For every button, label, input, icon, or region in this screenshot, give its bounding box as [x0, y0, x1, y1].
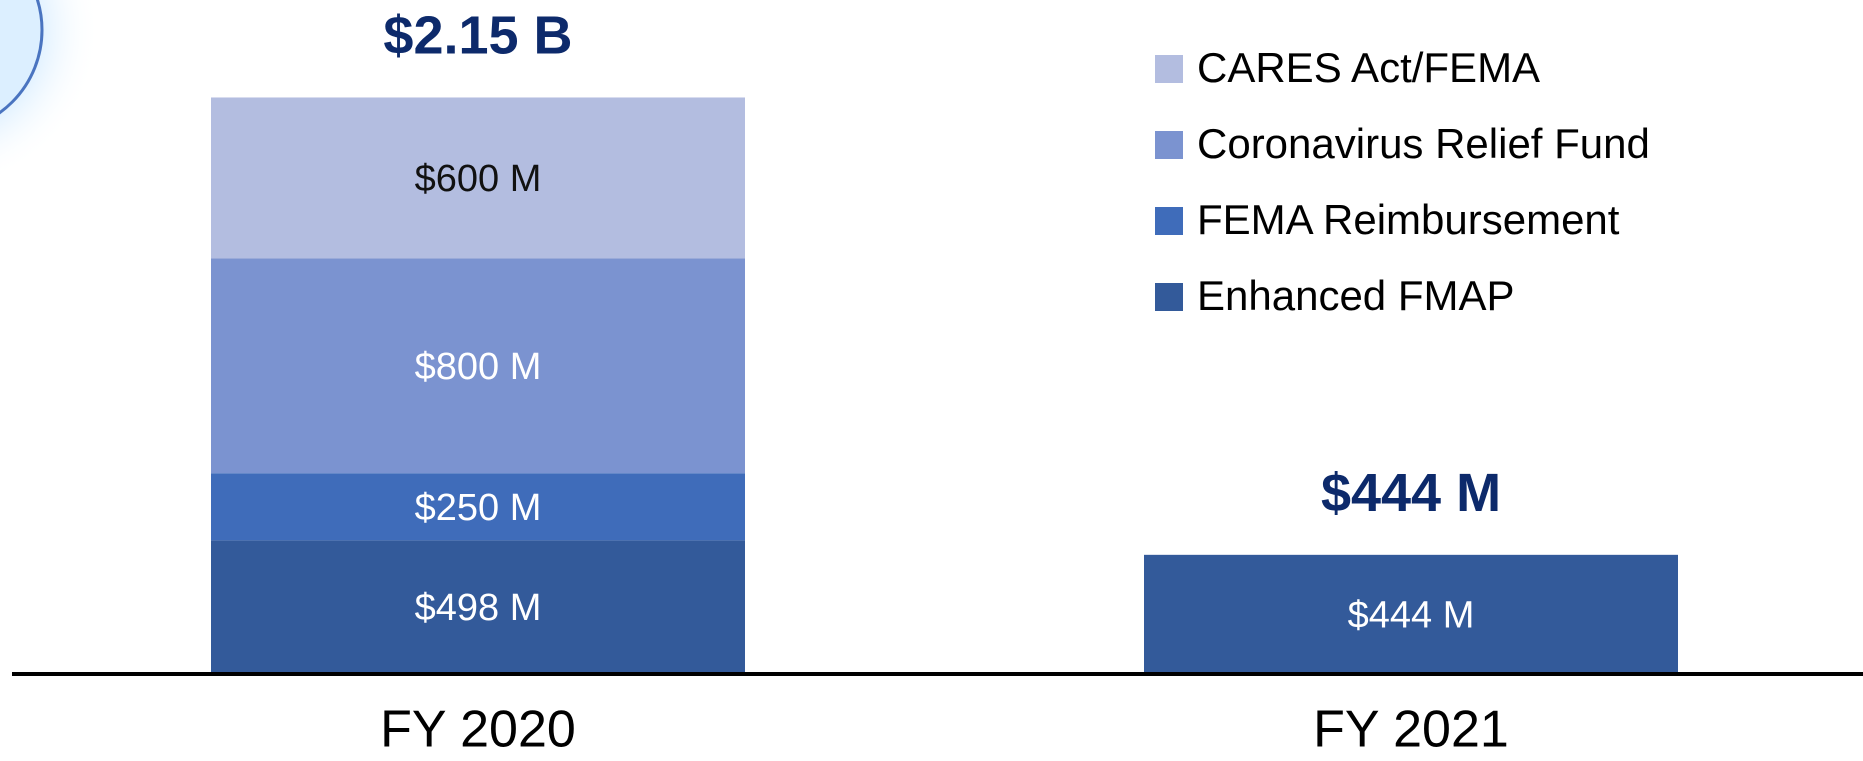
- legend-swatch: [1155, 131, 1183, 159]
- segment-label: $800 M: [415, 346, 542, 388]
- bar-segment: [211, 97, 745, 259]
- segment-label: $250 M: [415, 487, 542, 529]
- total-label: $2.15 B: [383, 6, 572, 66]
- bar-segment: [211, 540, 745, 674]
- legend-swatch: [1155, 55, 1183, 83]
- bar-segment: [211, 473, 745, 541]
- total-label: $444 M: [1321, 463, 1501, 523]
- legend-swatch: [1155, 207, 1183, 235]
- legend-label: Enhanced FMAP: [1197, 272, 1515, 319]
- category-label: FY 2021: [1313, 701, 1509, 759]
- legend-label: Coronavirus Relief Fund: [1197, 120, 1650, 167]
- decor-circle: [0, 0, 44, 115]
- bar-segment: [1144, 554, 1678, 674]
- segment-label: $600 M: [415, 158, 542, 200]
- segment-label: $498 M: [415, 587, 542, 629]
- segment-label: $444 M: [1348, 594, 1475, 636]
- legend-label: CARES Act/FEMA: [1197, 44, 1540, 91]
- legend-swatch: [1155, 283, 1183, 311]
- bar-segment: [211, 258, 745, 474]
- legend-label: FEMA Reimbursement: [1197, 196, 1620, 243]
- category-label: FY 2020: [380, 701, 576, 759]
